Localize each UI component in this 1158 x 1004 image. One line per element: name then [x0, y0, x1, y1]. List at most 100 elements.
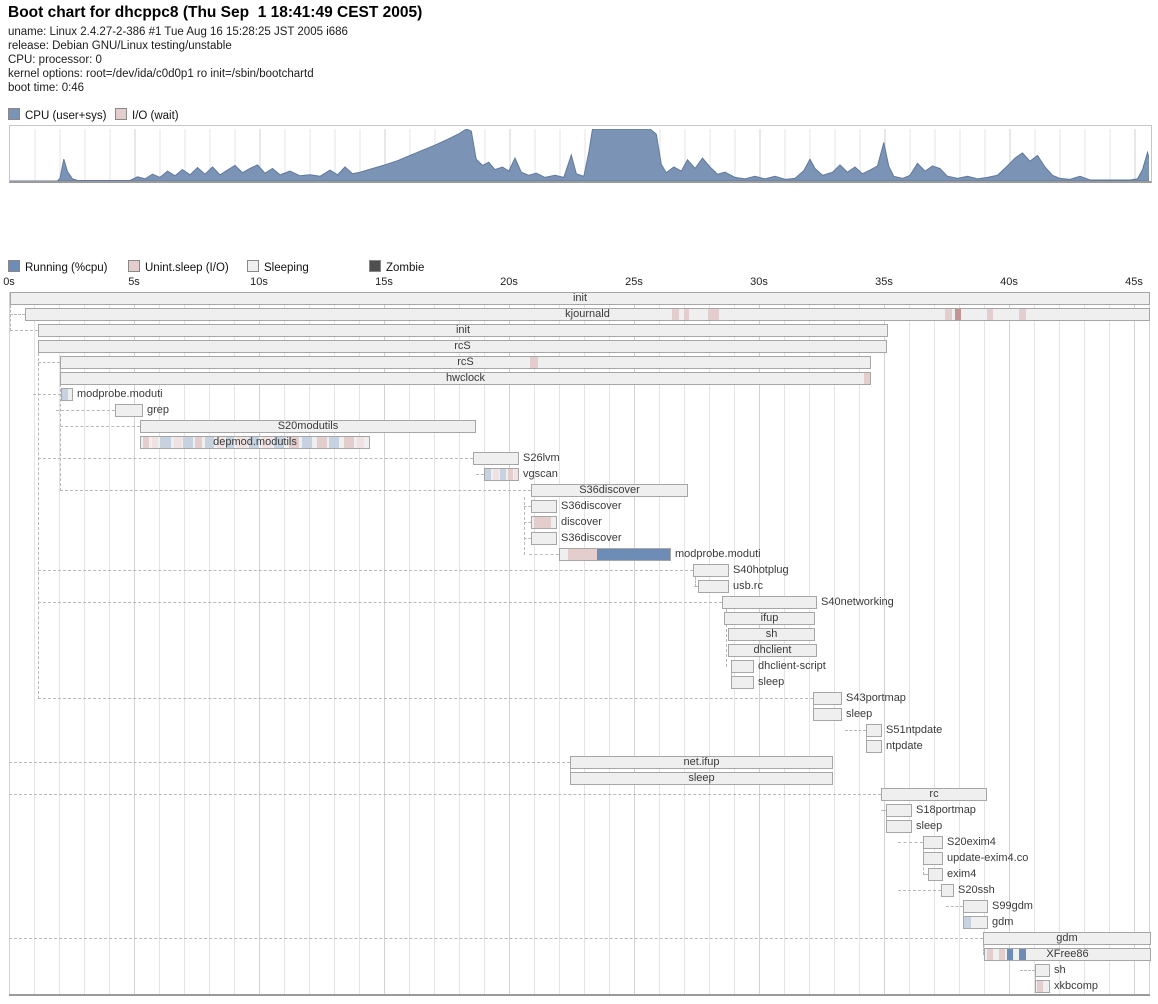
process-bar [984, 948, 1151, 961]
state-segment-io_light [493, 469, 499, 480]
gridline [59, 292, 60, 995]
axis-tick-label: 35s [875, 276, 893, 288]
tree-connector [38, 602, 722, 604]
process-label: net.ifup [683, 756, 720, 768]
process-label: sh [765, 628, 778, 640]
process-label: depmod.modutils [213, 436, 297, 448]
legend-label-zombie: Zombie [386, 262, 425, 274]
gridline [259, 292, 260, 995]
gridline [634, 292, 635, 995]
page-title: Boot chart for dhcppc8 (Thu Sep 1 18:41:… [8, 4, 423, 21]
axis-tick-label: 15s [375, 276, 393, 288]
legend-item-sleeping: Sleeping [247, 260, 309, 274]
legend-item-io: I/O (wait) [115, 108, 179, 122]
gridline [309, 292, 310, 995]
state-segment-cpu_light [485, 469, 491, 480]
gridline [9, 292, 10, 995]
gridline [284, 292, 285, 995]
gridline [809, 292, 810, 995]
axis-tick-label: 5s [128, 276, 140, 288]
tree-connector [923, 874, 928, 876]
state-segment-io [987, 949, 993, 960]
gridline [1059, 292, 1060, 995]
process-bar [722, 596, 817, 609]
info-line-uname: uname: Linux 2.4.27-2-386 #1 Tue Aug 16 … [8, 26, 348, 38]
tree-connector [1020, 970, 1035, 972]
gridline [984, 292, 985, 995]
state-segment-io [344, 437, 354, 448]
gridline [509, 292, 510, 995]
process-bar [570, 756, 833, 769]
legend-label-running: Running (%cpu) [25, 262, 108, 274]
process-bar [140, 436, 370, 449]
process-bar [923, 852, 943, 865]
state-segment-running [597, 549, 670, 560]
gridline [1084, 292, 1085, 995]
axis-tick-label: 10s [250, 276, 268, 288]
process-label: modprobe.moduti [77, 388, 163, 400]
process-bar [731, 676, 754, 689]
process-label: rcS [457, 356, 474, 368]
state-segment-io [317, 437, 327, 448]
tree-connector [524, 522, 531, 524]
state-segment-io_light [174, 437, 182, 448]
process-bar [559, 548, 671, 561]
process-bar [724, 612, 815, 625]
state-segment-io [1037, 981, 1043, 992]
state-segment-io [1019, 309, 1026, 320]
process-label: gdm [992, 916, 1014, 928]
gridline [784, 292, 785, 995]
process-label: init [572, 292, 588, 304]
process-label: S26lvm [523, 452, 560, 464]
cpu-usage-area [10, 129, 1149, 181]
gridline [684, 292, 685, 995]
process-label: vgscan [523, 468, 558, 480]
process-label: sleep [846, 708, 873, 720]
process-label: S20modutils [277, 420, 339, 432]
state-segment-io [143, 437, 149, 448]
axis-tick-label: 25s [625, 276, 643, 288]
axis-tick-label: 30s [750, 276, 768, 288]
gridline-right-edge [1149, 292, 1150, 995]
gridline [84, 292, 85, 995]
process-bar [728, 628, 815, 641]
tree-connector [524, 538, 531, 540]
gridline [734, 292, 735, 995]
process-bar [731, 660, 754, 673]
gridline [334, 292, 335, 995]
zombie-swatch-icon [369, 260, 381, 272]
process-label: modprobe.moduti [675, 548, 761, 560]
tree-connector [898, 890, 941, 892]
gridline [1134, 292, 1135, 995]
tree-connector [33, 394, 61, 396]
cpu-chart-legend: CPU (user+sys) I/O (wait) [0, 108, 1158, 122]
state-segment-io [945, 309, 952, 320]
process-bar [813, 708, 842, 721]
info-line-release: release: Debian GNU/Linux testing/unstab… [8, 40, 232, 52]
process-bar [38, 340, 887, 353]
process-label: ifup [760, 612, 779, 624]
process-label: hwclock [445, 372, 486, 384]
tree-connector [898, 842, 923, 844]
tree-connector [881, 810, 886, 812]
gridline [534, 292, 535, 995]
state-segment-io [672, 309, 679, 320]
info-line-kernel-options: kernel options: root=/dev/ida/c0d0p1 ro … [8, 68, 314, 80]
tree-connector [529, 554, 559, 556]
process-bar [60, 372, 871, 385]
process-bar [928, 868, 943, 881]
tree-connector [694, 586, 698, 588]
process-label: S18portmap [916, 804, 976, 816]
gridline [709, 292, 710, 995]
state-segment-io_light [237, 437, 247, 448]
gridline [109, 292, 110, 995]
gridline [1009, 292, 1010, 995]
gridline [959, 292, 960, 995]
state-segment-cpu_light [62, 389, 68, 400]
tree-connector-vertical [10, 305, 12, 331]
cpu-swatch-icon [8, 108, 20, 120]
axis-tick-label: 20s [500, 276, 518, 288]
process-bar [941, 884, 954, 897]
state-segment-cpu_light [249, 437, 259, 448]
